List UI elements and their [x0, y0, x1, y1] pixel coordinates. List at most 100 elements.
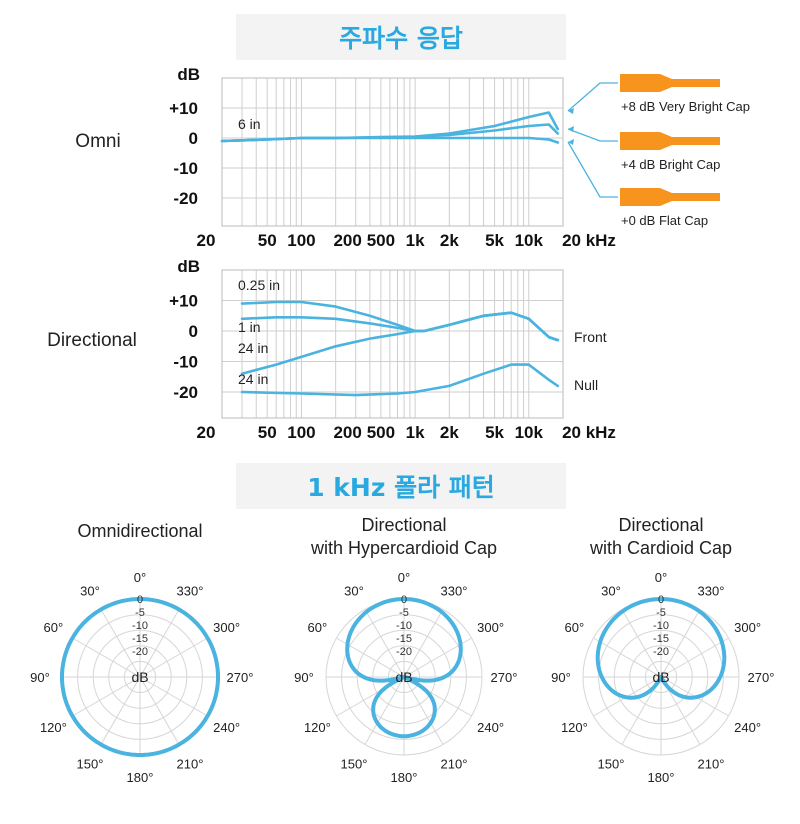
angle-label: 270° [748, 670, 775, 685]
polar-spoke [100, 676, 141, 745]
windscreen-cap-icon [620, 132, 720, 150]
y-axis-unit-label: dB [177, 65, 200, 84]
legend-leader-line [567, 141, 618, 198]
angle-label: 90° [551, 670, 571, 685]
side-label-front: Front [574, 329, 607, 345]
x-tick-label: 10k [515, 423, 544, 442]
polar-spoke [660, 609, 701, 678]
x-tick-label: 500 [367, 423, 395, 442]
legend-leader-line [567, 128, 618, 142]
x-tick-label: 50 [258, 423, 277, 442]
legend-arrow-icon [568, 139, 574, 145]
angle-label: 150° [598, 757, 625, 772]
angle-label: 90° [30, 670, 50, 685]
center-unit-label: dB [395, 669, 412, 685]
windscreen-cap-icon [620, 74, 720, 92]
polar-title: Directional [361, 515, 446, 535]
x-tick-label: 100 [287, 423, 315, 442]
angle-label: 270° [491, 670, 518, 685]
freq-response-heading-band: 주파수 응답 [236, 14, 566, 60]
y-tick-label: -10 [173, 159, 198, 178]
polar-chart-omni: 0-5-10-15-20 dB 0° 330° 300° 270° 240° 210° 180°… [30, 521, 253, 785]
x-tick-label: 1k [406, 231, 425, 250]
polar-spoke [403, 676, 444, 745]
windscreen-cap-icon [620, 188, 720, 206]
x-tick-label: 1k [406, 423, 425, 442]
ring-db-label: -20 [653, 646, 669, 658]
angle-label: 120° [304, 720, 331, 735]
ring-db-label: -15 [396, 633, 412, 645]
angle-label: 300° [213, 620, 240, 635]
side-label-null: Null [574, 377, 598, 393]
angle-label: 150° [341, 757, 368, 772]
y-tick-label: -10 [173, 353, 198, 372]
curve-annotation: 24 in [238, 371, 268, 387]
polar-chart-hypercardioid: 0-5-10-15-20 dB 0° 330° 300° 270° 240° 210° 180°… [294, 515, 517, 785]
ring-db-label: -5 [656, 607, 666, 619]
polar-chart-cardioid: 0-5-10-15-20 dB 0° 330° 300° 270° 240° 210° 180°… [551, 515, 774, 785]
angle-label: 330° [177, 583, 204, 598]
ring-db-label: -20 [396, 646, 412, 658]
angle-label: 0° [398, 570, 410, 585]
plot-frame [221, 77, 564, 227]
y-tick-label: -20 [173, 189, 198, 208]
y-tick-label: 0 [189, 129, 198, 148]
ring-db-label: 0 [658, 594, 664, 606]
freq-chart-omni [220, 77, 564, 227]
polar-spoke [139, 637, 208, 678]
angle-label: 300° [734, 620, 761, 635]
legend-label: +0 dB Flat Cap [621, 213, 708, 228]
curve-annotation: 24 in [238, 340, 268, 356]
angle-label: 240° [477, 720, 504, 735]
polar-title: Omnidirectional [77, 521, 202, 541]
polar-pattern-curve [345, 597, 463, 739]
ring-db-label: 0 [137, 594, 143, 606]
curve-annotation: 6 in [238, 116, 261, 132]
polar-title: with Hypercardioid Cap [310, 538, 497, 558]
legend-label: +8 dB Very Bright Cap [621, 99, 750, 114]
x-tick-label: 20 [197, 423, 216, 442]
row-label-directional: Directional [47, 330, 137, 351]
response-curve-3 [240, 311, 560, 375]
y-tick-label: -20 [173, 383, 198, 402]
ring-db-label: -10 [132, 620, 148, 632]
y-axis-unit-label: dB [177, 257, 200, 276]
x-tick-label: 20 kHz [562, 423, 616, 442]
ring-db-label: -20 [132, 646, 148, 658]
curve-annotation: 1 in [238, 319, 261, 335]
legend-label: +4 dB Bright Cap [621, 157, 720, 172]
polar-spoke [660, 637, 729, 678]
plot-frame [221, 269, 564, 419]
polar-spoke [139, 676, 208, 717]
legend-leader-line [567, 82, 618, 112]
y-tick-label: +10 [169, 99, 198, 118]
angle-label: 60° [308, 620, 328, 635]
angle-label: 30° [80, 583, 100, 598]
angle-label: 180° [648, 770, 675, 785]
ring-db-label: 0 [401, 594, 407, 606]
polar-spoke [621, 609, 662, 678]
angle-label: 60° [565, 620, 585, 635]
polar-title: with Cardioid Cap [589, 538, 732, 558]
x-tick-label: 20 kHz [562, 231, 616, 250]
x-tick-label: 5k [485, 231, 504, 250]
polar-heading-band: 1 kHz 폴라 패턴 [236, 463, 566, 509]
polar-spoke [139, 676, 180, 745]
x-tick-label: 50 [258, 231, 277, 250]
angle-label: 30° [344, 583, 364, 598]
x-tick-label: 10k [515, 231, 544, 250]
angle-label: 330° [441, 583, 468, 598]
angle-label: 180° [127, 770, 154, 785]
angle-label: 60° [44, 620, 64, 635]
ring-db-label: -10 [653, 620, 669, 632]
angle-label: 210° [177, 757, 204, 772]
freq-response-heading: 주파수 응답 [339, 24, 463, 53]
angle-label: 150° [77, 757, 104, 772]
polar-spoke [364, 609, 405, 678]
x-tick-label: 200 [333, 423, 361, 442]
x-tick-label: 2k [440, 423, 459, 442]
ring-db-label: -5 [135, 607, 145, 619]
polar-heading: 1 kHz 폴라 패턴 [307, 473, 495, 502]
angle-label: 30° [601, 583, 621, 598]
